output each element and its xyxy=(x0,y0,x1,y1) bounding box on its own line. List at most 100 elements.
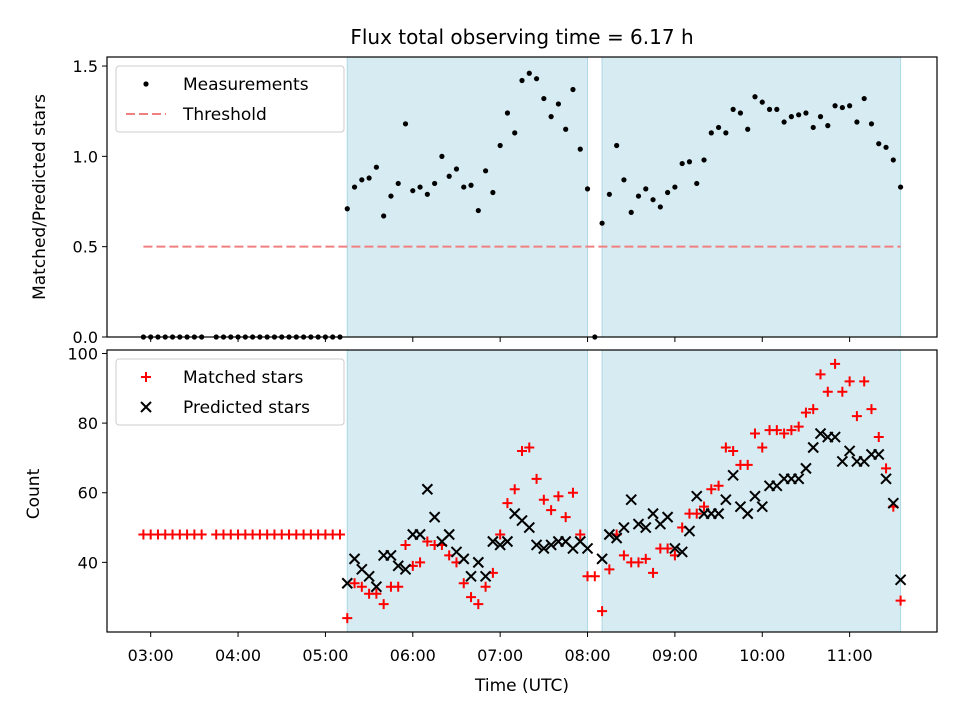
matched-star-point xyxy=(699,501,710,512)
measurement-point xyxy=(541,95,547,102)
predicted-star-point xyxy=(661,511,674,523)
legend-marker xyxy=(143,81,149,87)
measurement-point xyxy=(730,106,736,112)
predicted-star-point xyxy=(523,521,535,534)
legend-marker xyxy=(140,401,152,413)
matched-star-point xyxy=(604,564,615,575)
predicted-star-point xyxy=(458,553,470,565)
matched-star-point xyxy=(706,484,717,495)
measurement-point xyxy=(766,106,773,112)
y-tick-label: 100 xyxy=(67,344,98,363)
predicted-star-point xyxy=(581,542,594,555)
predicted-star-point xyxy=(792,473,805,485)
y-tick-label: 1.5 xyxy=(73,57,98,76)
matched-star-point xyxy=(466,592,477,603)
matched-star-point xyxy=(196,529,207,540)
shaded-interval xyxy=(601,56,902,338)
matched-star-point xyxy=(349,578,360,589)
matched-star-point xyxy=(633,557,644,568)
measurement-point xyxy=(490,189,496,196)
measurement-point xyxy=(519,77,525,84)
measurement-point xyxy=(351,184,358,190)
measurement-point xyxy=(796,112,802,118)
predicted-star-point xyxy=(341,577,353,589)
x-tick-label: 06:00 xyxy=(390,646,436,665)
measurement-point xyxy=(446,173,452,179)
predicted-star-point xyxy=(385,549,397,562)
predicted-star-point xyxy=(691,490,703,502)
matched-star-point xyxy=(851,411,862,422)
predicted-star-point xyxy=(530,539,543,551)
measurement-point xyxy=(672,184,678,190)
measurement-point xyxy=(665,189,671,196)
predicted-star-point xyxy=(712,507,725,520)
x-axis-label: Time (UTC) xyxy=(474,676,569,696)
predicted-star-point xyxy=(880,473,892,485)
matched-star-point xyxy=(713,480,724,491)
predicted-star-point xyxy=(727,469,739,482)
legend-marker xyxy=(141,372,151,382)
matched-star-point xyxy=(517,445,527,456)
measurement-point xyxy=(555,101,562,107)
bottom-axes-frame xyxy=(106,349,938,633)
measurement-point xyxy=(410,188,416,194)
predicted-star-point xyxy=(399,563,412,576)
top-axes-frame xyxy=(106,56,938,338)
predicted-star-point xyxy=(610,532,623,544)
predicted-star-point xyxy=(640,521,652,534)
top-shaded-intervals xyxy=(346,56,902,338)
predicted-star-point xyxy=(836,455,849,468)
predicted-star-point xyxy=(632,518,645,530)
measurement-point xyxy=(854,119,860,125)
matched-star-point xyxy=(800,407,811,418)
measurement-point xyxy=(650,197,656,203)
measurement-point xyxy=(563,126,569,132)
measurement-point xyxy=(781,119,787,125)
measurement-point xyxy=(876,141,882,147)
matched-star-point xyxy=(495,529,506,540)
predicted-star-point xyxy=(814,427,827,440)
predicted-star-point xyxy=(741,507,754,520)
matched-star-point xyxy=(597,606,608,617)
matched-star-point xyxy=(895,595,906,606)
matched-star-point xyxy=(830,358,841,369)
matched-star-point xyxy=(553,491,564,502)
measurement-point xyxy=(533,76,540,82)
measurement-point xyxy=(395,180,401,187)
predicted-star-point xyxy=(887,497,900,509)
measurement-point xyxy=(584,186,591,192)
matched-star-point xyxy=(720,442,731,453)
matched-star-point xyxy=(648,567,659,578)
predicted-star-point xyxy=(720,493,732,506)
matched-star-point xyxy=(393,581,404,592)
measurement-point xyxy=(745,126,751,132)
measurement-point xyxy=(832,103,838,109)
top-legend: Measurements Threshold xyxy=(115,65,345,133)
measurement-point xyxy=(694,180,700,187)
matched-star-point xyxy=(815,369,826,380)
predicted-star-point xyxy=(465,570,477,583)
predicted-star-point xyxy=(421,483,434,495)
measurement-point xyxy=(657,204,663,210)
bottom-x-axis: 03:00 04:00 05:00 06:00 07:00 08:00 09:00 10:00… xyxy=(128,632,873,665)
matched-star-point xyxy=(844,376,855,387)
matched-star-point xyxy=(859,376,870,387)
top-x-ticks xyxy=(150,337,851,342)
measurement-point xyxy=(752,94,758,100)
predicted-star-point xyxy=(749,490,761,502)
measurement-point xyxy=(686,159,693,165)
matched-star-point xyxy=(575,529,586,540)
measurement-point xyxy=(810,124,816,131)
measurement-point xyxy=(548,114,554,120)
chart-title: Flux total observing time = 6.17 h xyxy=(350,25,693,49)
legend-label: Predicted stars xyxy=(183,398,310,418)
top-plot-marks xyxy=(140,70,904,340)
matched-star-point xyxy=(793,421,804,432)
x-tick-label: 11:00 xyxy=(827,646,873,665)
predicted-star-point xyxy=(538,542,550,555)
predicted-star-point xyxy=(479,570,492,583)
matched-star-point xyxy=(378,599,389,610)
legend-label: Matched stars xyxy=(183,368,303,388)
measurement-point xyxy=(526,70,532,76)
